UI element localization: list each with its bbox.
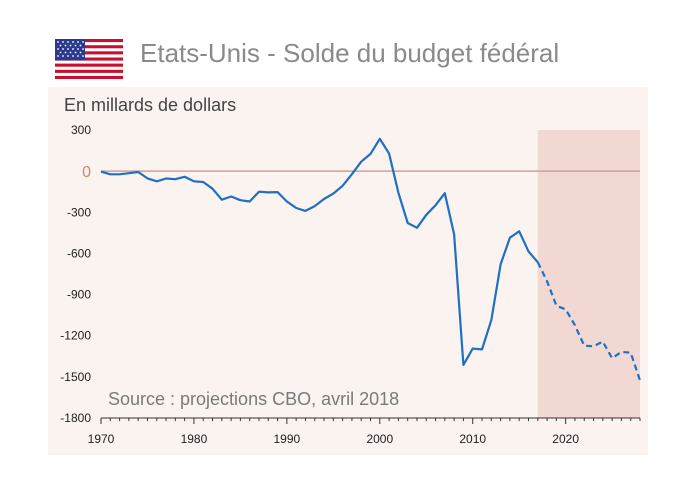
x-axis-ticks: 1970 1980 1990 2000 2010 2020 bbox=[88, 418, 641, 446]
series-line-projection bbox=[536, 261, 642, 381]
y-tick-label: -600 bbox=[67, 246, 91, 260]
projection-band bbox=[537, 130, 640, 418]
x-tick-label: 2010 bbox=[459, 432, 486, 446]
y-axis-ticks: 300 0 -300 -600 -900 -1200 -1500 -1800 bbox=[60, 123, 91, 425]
x-tick-label: 2000 bbox=[366, 432, 393, 446]
us-flag-icon bbox=[55, 39, 123, 79]
x-tick-label: 2020 bbox=[552, 432, 579, 446]
page-title: Etats-Unis - Solde du budget fédéral bbox=[140, 38, 560, 68]
y-tick-label: -900 bbox=[67, 288, 91, 302]
y-tick-label: -1500 bbox=[60, 370, 91, 384]
y-tick-label: -1200 bbox=[60, 329, 91, 343]
x-tick-label: 1980 bbox=[181, 432, 208, 446]
series-line-historical bbox=[100, 137, 539, 366]
y-axis-unit-label: En millards de dollars bbox=[64, 95, 236, 115]
x-tick-label: 1990 bbox=[274, 432, 301, 446]
y-tick-label: 300 bbox=[71, 123, 91, 137]
x-tick-label: 1970 bbox=[88, 432, 115, 446]
y-tick-label: 0 bbox=[82, 164, 91, 181]
y-tick-label: -300 bbox=[67, 205, 91, 219]
y-tick-label: -1800 bbox=[60, 411, 91, 425]
source-note: Source : projections CBO, avril 2018 bbox=[108, 389, 399, 409]
